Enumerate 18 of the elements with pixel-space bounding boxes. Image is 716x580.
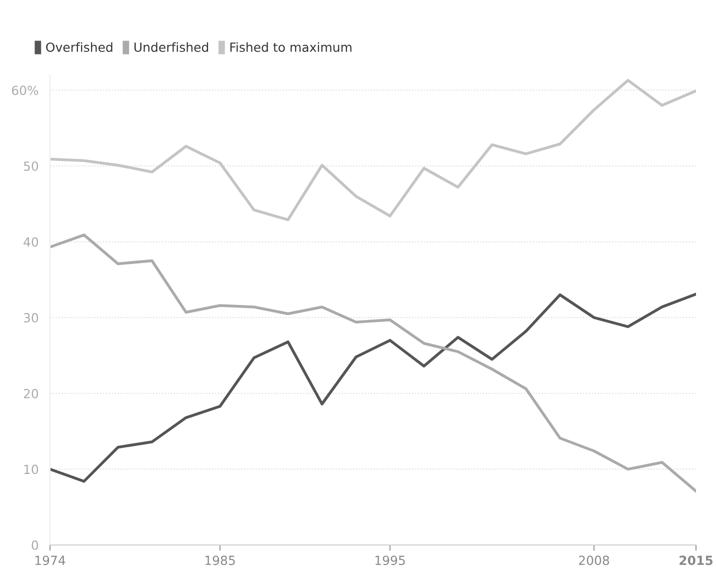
y-tick-label: 60% bbox=[12, 86, 38, 96]
legend-label: Underfished bbox=[134, 42, 208, 52]
y-tick-label: 20 bbox=[24, 388, 38, 398]
y-tick-label: 10 bbox=[24, 464, 38, 474]
line-series bbox=[50, 292, 696, 483]
x-tick-label: 1974 bbox=[35, 556, 66, 566]
x-tick-label: 2015 bbox=[680, 556, 713, 566]
y-tick-label: 0 bbox=[32, 540, 38, 550]
y-tick-label: 50 bbox=[24, 161, 38, 171]
line-series bbox=[50, 234, 696, 493]
y-tick-label: 40 bbox=[24, 237, 38, 247]
legend-label: Fished to maximum bbox=[230, 42, 352, 52]
line-series bbox=[50, 78, 696, 222]
legend-label: Overfished bbox=[46, 42, 112, 52]
x-tick-label: 1995 bbox=[375, 556, 405, 566]
x-tick-label: 1985 bbox=[205, 556, 235, 566]
y-tick-label: 30 bbox=[24, 313, 38, 323]
x-tick-label: 2008 bbox=[579, 556, 610, 566]
